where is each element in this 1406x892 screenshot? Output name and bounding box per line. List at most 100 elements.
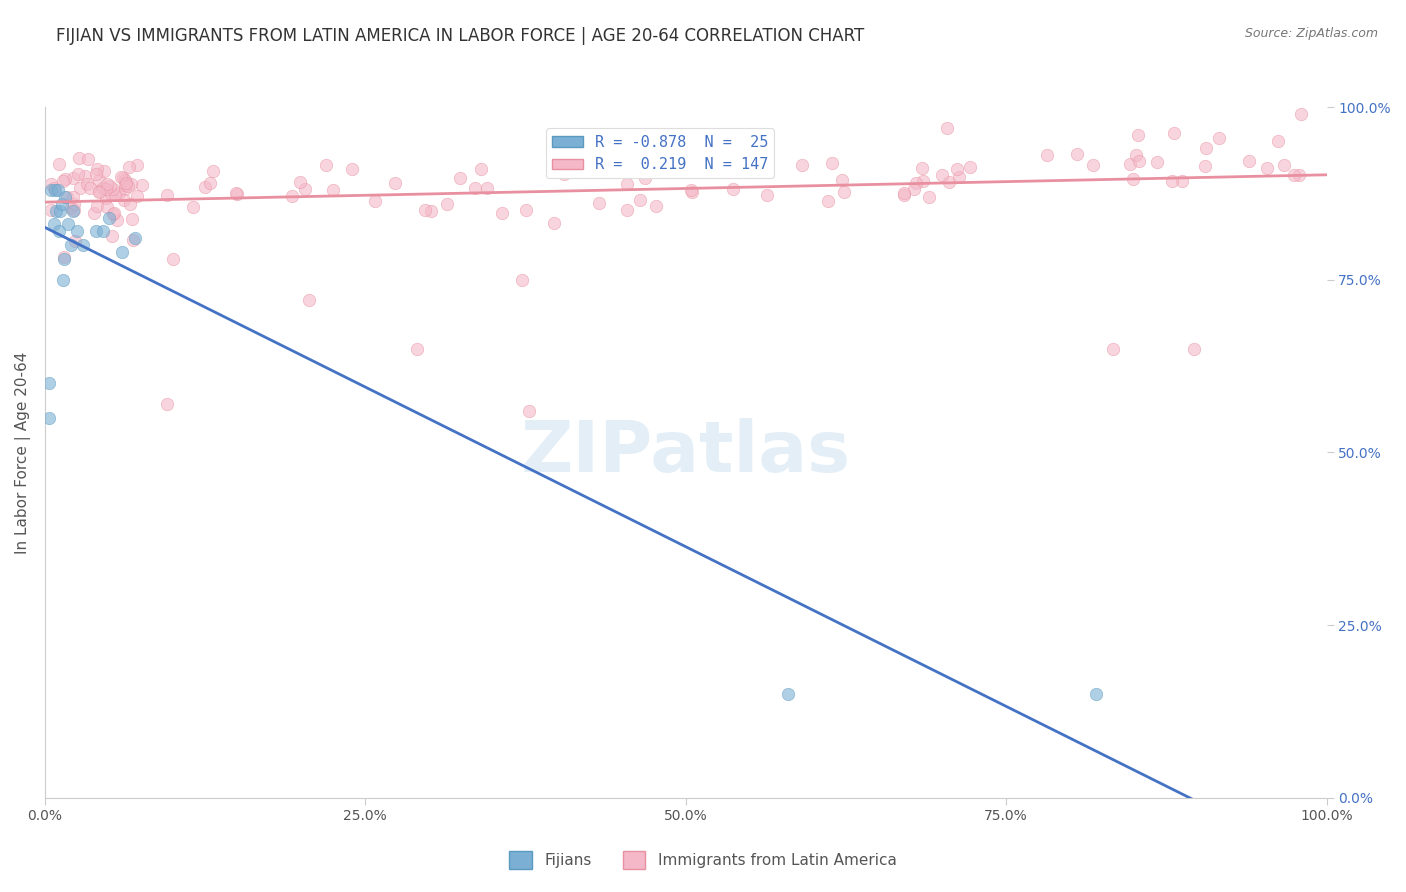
Point [96, 178, 118, 192]
Point [1128, 154, 1150, 169]
Point [93, 164, 115, 178]
Point [1163, 126, 1185, 140]
Point [510, 273, 533, 287]
Point [470, 162, 492, 177]
Point [63, 202, 86, 217]
Point [821, 155, 844, 169]
Point [120, 177, 142, 191]
Point [69, 181, 91, 195]
Point [51, 196, 73, 211]
Point [125, 189, 148, 203]
Point [817, 194, 839, 209]
Point [39, 178, 62, 192]
Point [114, 176, 136, 190]
Point [155, 187, 177, 202]
Point [340, 161, 363, 176]
Point [778, 687, 800, 701]
Point [200, 176, 222, 190]
Point [935, 120, 957, 135]
Point [1146, 155, 1168, 169]
Point [53, 171, 76, 186]
Point [98, 179, 121, 194]
Point [114, 172, 136, 186]
Point [903, 182, 925, 196]
Point [48, 224, 70, 238]
Point [281, 188, 304, 202]
Point [834, 185, 856, 199]
Point [48, 157, 70, 171]
Point [98, 211, 121, 225]
Point [413, 203, 436, 218]
Point [449, 170, 471, 185]
Point [1161, 173, 1184, 187]
Point [315, 158, 337, 172]
Point [56, 190, 79, 204]
Point [91, 180, 114, 194]
Point [1237, 154, 1260, 169]
Point [294, 182, 316, 196]
Point [1272, 158, 1295, 172]
Point [110, 170, 132, 185]
Point [91, 224, 114, 238]
Point [115, 176, 138, 190]
Point [127, 158, 149, 172]
Point [1119, 157, 1142, 171]
Point [79, 180, 101, 194]
Point [1182, 342, 1205, 356]
Point [49, 203, 72, 218]
Point [681, 186, 703, 200]
Point [76, 177, 98, 191]
Point [87, 184, 110, 198]
Point [555, 163, 578, 178]
Point [634, 170, 657, 185]
Point [83, 206, 105, 220]
Point [644, 199, 666, 213]
Point [131, 178, 153, 193]
Point [75, 169, 97, 183]
Point [105, 213, 128, 227]
Point [67, 152, 90, 166]
Point [162, 252, 184, 266]
Point [517, 404, 540, 418]
Point [84, 224, 107, 238]
Point [931, 168, 953, 182]
Point [628, 193, 651, 207]
Point [1126, 128, 1149, 142]
Point [290, 175, 312, 189]
Point [39, 202, 62, 217]
Point [38, 376, 60, 391]
Point [62, 203, 84, 218]
Point [553, 167, 575, 181]
Point [194, 180, 217, 194]
Point [66, 224, 89, 238]
Text: FIJIAN VS IMMIGRANTS FROM LATIN AMERICA IN LABOR FORCE | AGE 20-64 CORRELATION C: FIJIAN VS IMMIGRANTS FROM LATIN AMERICA … [56, 27, 865, 45]
Point [44, 183, 66, 197]
Point [96, 191, 118, 205]
Point [1125, 148, 1147, 162]
Point [39, 183, 62, 197]
Point [86, 199, 108, 213]
Point [322, 183, 344, 197]
Point [42, 218, 65, 232]
Point [918, 190, 941, 204]
Point [543, 216, 565, 230]
Point [44, 181, 66, 195]
Point [45, 203, 67, 218]
Point [1288, 168, 1310, 182]
Point [103, 205, 125, 219]
Point [609, 156, 631, 170]
Point [117, 178, 139, 193]
Point [406, 342, 429, 356]
Point [96, 200, 118, 214]
Point [114, 178, 136, 192]
Legend: R = -0.878  N =  25, R =  0.219  N = 147: R = -0.878 N = 25, R = 0.219 N = 147 [546, 128, 775, 178]
Point [911, 174, 934, 188]
Point [59, 238, 82, 252]
Point [122, 233, 145, 247]
Point [181, 201, 204, 215]
Point [62, 190, 84, 204]
Point [1101, 342, 1123, 356]
Point [616, 203, 638, 218]
Point [52, 273, 75, 287]
Point [100, 187, 122, 202]
